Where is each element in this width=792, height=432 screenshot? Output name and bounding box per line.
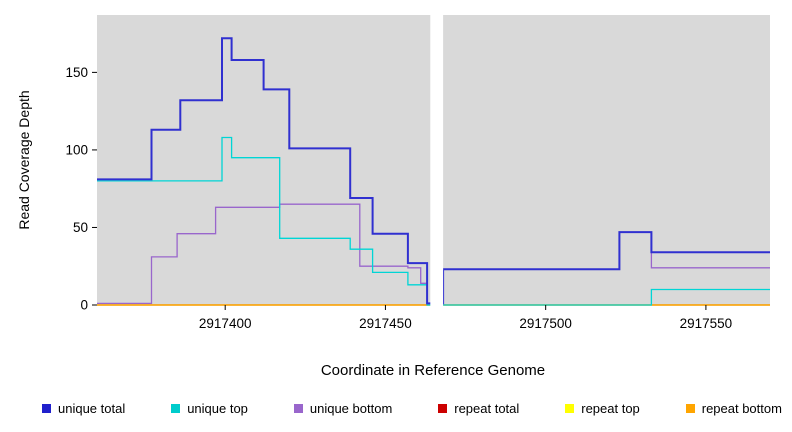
x-tick-label: 2917400 (199, 316, 252, 331)
legend-label: unique top (187, 401, 248, 416)
coverage-plot-canvas: 2917400 2917450 2917500 2917550 0 50 100 150 (65, 13, 770, 331)
y-tick-label: 100 (65, 142, 88, 157)
x-tick-label: 2917450 (359, 316, 412, 331)
x-tick-label: 2917500 (519, 316, 572, 331)
legend-item-repeat-top: repeat top (565, 401, 640, 416)
y-tick-label: 0 (80, 298, 88, 313)
legend-swatch (438, 404, 448, 413)
legend-item-unique-top: unique top (171, 401, 248, 416)
legend: unique total unique top unique bottom repea… (42, 401, 782, 416)
legend-item-unique-total: unique total (42, 401, 125, 416)
y-tick-label: 150 (65, 65, 88, 80)
x-tick-label: 2917550 (680, 316, 733, 331)
legend-label: repeat bottom (701, 401, 782, 416)
legend-swatch (685, 404, 695, 413)
legend-item-repeat-bottom: repeat bottom (685, 401, 782, 416)
legend-label: repeat total (454, 401, 520, 416)
legend-swatch (171, 404, 181, 413)
y-axis-title: Read Coverage Depth (16, 90, 32, 230)
series-unique-total (97, 37, 770, 305)
legend-label: unique bottom (309, 401, 393, 416)
legend-swatch (565, 404, 575, 413)
legend-swatch (293, 404, 303, 413)
legend-label: repeat top (581, 401, 640, 416)
legend-item-unique-bottom: unique bottom (293, 401, 393, 416)
legend-item-repeat-total: repeat total (438, 401, 519, 416)
coverage-gap (430, 13, 444, 309)
x-axis-title: Coordinate in Reference Genome (320, 362, 546, 379)
legend-label: unique total (58, 401, 126, 416)
legend-swatch (42, 404, 51, 413)
y-tick-label: 50 (73, 220, 88, 235)
